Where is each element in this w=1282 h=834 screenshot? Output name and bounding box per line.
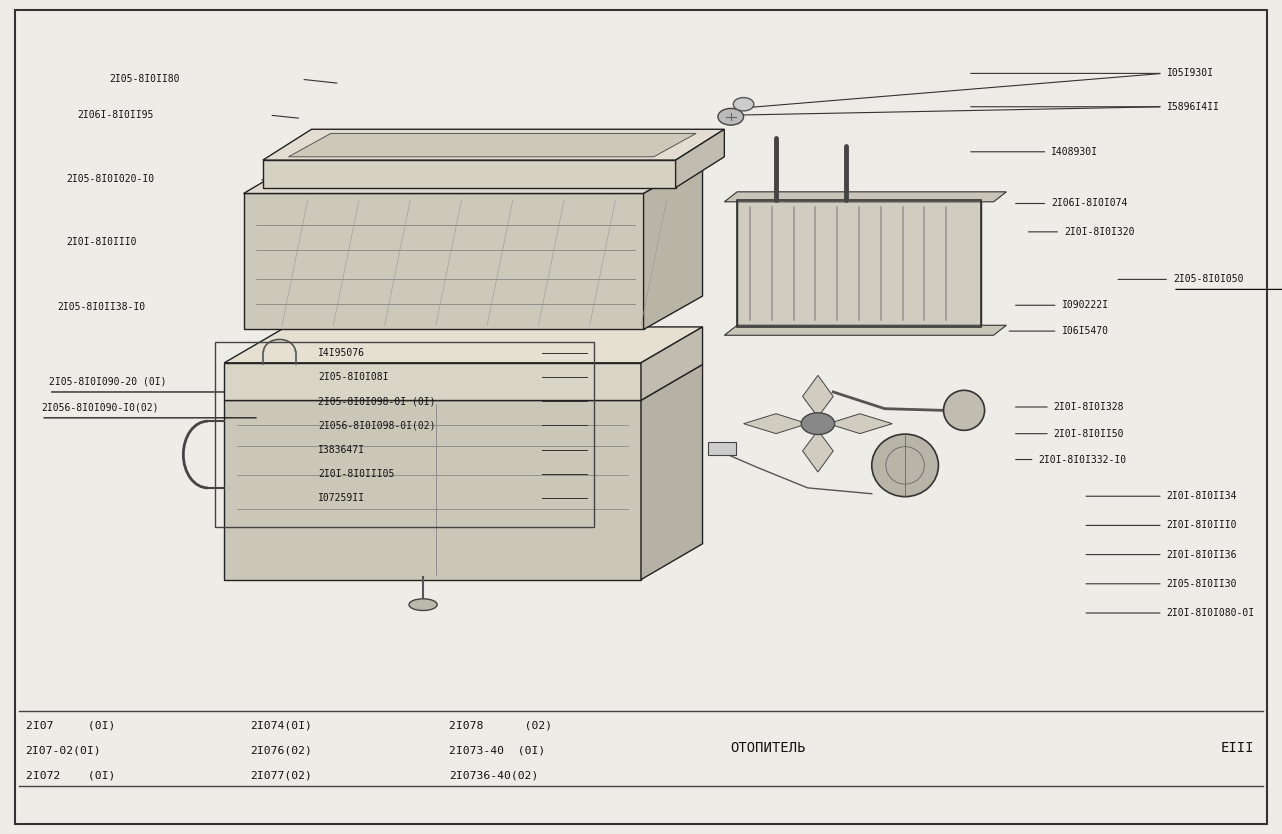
Text: 2I074(0I): 2I074(0I) — [250, 721, 312, 731]
Text: I383647I: I383647I — [318, 445, 365, 455]
Polygon shape — [803, 375, 833, 417]
Text: 2I05-8I0I090-20 (0I): 2I05-8I0I090-20 (0I) — [49, 377, 167, 387]
Polygon shape — [641, 327, 703, 400]
Polygon shape — [244, 193, 644, 329]
Text: 2I056-8I0I098-0I(02): 2I056-8I0I098-0I(02) — [318, 420, 436, 430]
Text: 2I05-8I0II30: 2I05-8I0II30 — [1167, 579, 1237, 589]
Text: 2I05-8I0I098-0I (0I): 2I05-8I0I098-0I (0I) — [318, 396, 436, 406]
Text: 2I0I-8I0II36: 2I0I-8I0II36 — [1167, 550, 1237, 560]
Polygon shape — [644, 160, 703, 329]
Text: 2I05-8I0II80: 2I05-8I0II80 — [109, 74, 179, 84]
Text: I07259II: I07259II — [318, 493, 365, 503]
Text: 2I0I-8I0I328: 2I0I-8I0I328 — [1054, 402, 1124, 412]
Ellipse shape — [409, 599, 437, 610]
Text: 2I0I-8I0II34: 2I0I-8I0II34 — [1167, 491, 1237, 501]
Circle shape — [718, 108, 744, 125]
Text: 2I07     (0I): 2I07 (0I) — [26, 721, 115, 731]
Text: 2I0I-8I0III0: 2I0I-8I0III0 — [1167, 520, 1237, 530]
Text: I408930I: I408930I — [1051, 147, 1099, 157]
Text: 2I072    (0I): 2I072 (0I) — [26, 771, 115, 781]
Text: I05I930I: I05I930I — [1167, 68, 1214, 78]
Text: I5896I4II: I5896I4II — [1167, 102, 1219, 112]
Text: 2I073-40  (0I): 2I073-40 (0I) — [449, 746, 545, 756]
Text: 2I056-8I0I090-I0(02): 2I056-8I0I090-I0(02) — [41, 403, 159, 413]
Text: I06I5470: I06I5470 — [1061, 326, 1109, 336]
Text: .ua: .ua — [531, 474, 585, 502]
Text: I090222I: I090222I — [1061, 300, 1109, 310]
Text: 2I06I-8I0I074: 2I06I-8I0I074 — [1051, 198, 1128, 208]
Text: I4I95076: I4I95076 — [318, 348, 365, 358]
Polygon shape — [224, 400, 641, 580]
Text: 2I0I-8I0I320: 2I0I-8I0I320 — [1064, 227, 1135, 237]
Circle shape — [801, 413, 835, 435]
Polygon shape — [224, 364, 703, 400]
Polygon shape — [224, 327, 703, 363]
Polygon shape — [828, 414, 892, 434]
Bar — [708, 442, 736, 455]
Polygon shape — [263, 160, 676, 188]
Polygon shape — [288, 133, 696, 157]
Text: 2I07-02(0I): 2I07-02(0I) — [26, 746, 101, 756]
Text: 2I05-8I0I08I: 2I05-8I0I08I — [318, 372, 388, 382]
Polygon shape — [244, 160, 703, 193]
Text: BANGA: BANGA — [437, 425, 678, 484]
Text: 2I0I-8I0III05: 2I0I-8I0III05 — [318, 469, 395, 479]
Text: 2I0I-8I0I332-I0: 2I0I-8I0I332-I0 — [1038, 455, 1127, 465]
Polygon shape — [724, 192, 1006, 202]
Bar — [737, 200, 981, 327]
Text: 2I05-8I0I050: 2I05-8I0I050 — [1173, 274, 1244, 284]
Circle shape — [733, 98, 754, 111]
Text: 2I05-8I0I020-I0: 2I05-8I0I020-I0 — [67, 174, 155, 184]
Polygon shape — [737, 200, 981, 327]
Text: ОТОПИТЕЛЬ: ОТОПИТЕЛЬ — [731, 741, 806, 755]
Text: 2I0736-40(02): 2I0736-40(02) — [449, 771, 538, 781]
Text: 2I078      (02): 2I078 (02) — [449, 721, 551, 731]
Polygon shape — [803, 430, 833, 472]
Polygon shape — [676, 129, 724, 188]
Bar — [215, 342, 594, 527]
Polygon shape — [224, 363, 641, 400]
Polygon shape — [724, 325, 1006, 335]
Text: ЕIII: ЕIII — [1220, 741, 1254, 755]
Polygon shape — [744, 414, 808, 434]
Text: 2I06I-8I0II95: 2I06I-8I0II95 — [77, 110, 154, 120]
Text: 2I0I-8I0III0: 2I0I-8I0III0 — [67, 237, 137, 247]
Ellipse shape — [872, 435, 938, 497]
Text: 2I076(02): 2I076(02) — [250, 746, 312, 756]
Text: 2I0I-8I0I080-0I: 2I0I-8I0I080-0I — [1167, 608, 1255, 618]
Text: 2I077(02): 2I077(02) — [250, 771, 312, 781]
Ellipse shape — [944, 390, 985, 430]
Text: 2I0I-8I0II50: 2I0I-8I0II50 — [1054, 429, 1124, 439]
Polygon shape — [641, 364, 703, 580]
Text: 2I05-8I0II38-I0: 2I05-8I0II38-I0 — [58, 302, 146, 312]
Polygon shape — [263, 129, 724, 160]
